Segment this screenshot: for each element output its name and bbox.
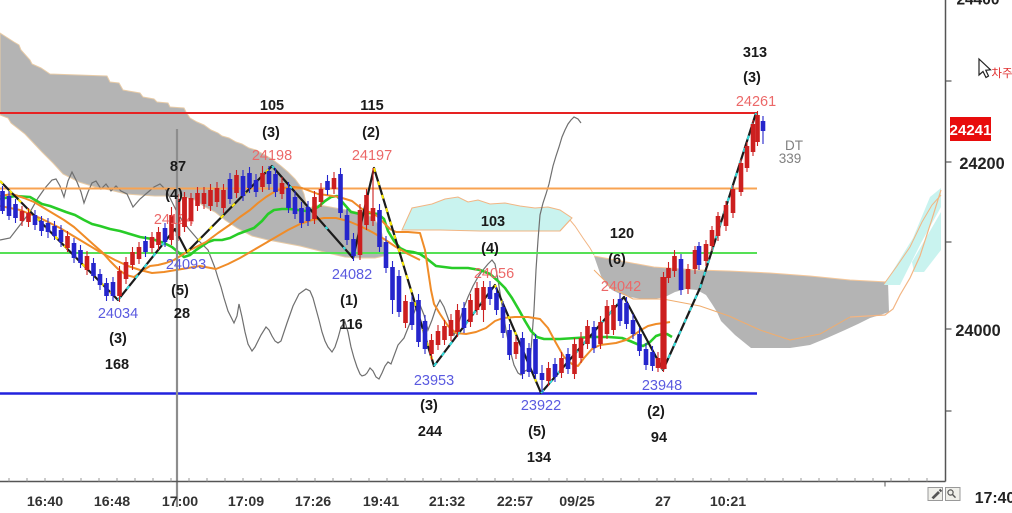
svg-text:(5): (5) bbox=[171, 283, 189, 299]
svg-text:(2): (2) bbox=[647, 404, 665, 420]
svg-text:(2): (2) bbox=[362, 125, 380, 141]
svg-text:(1): (1) bbox=[340, 293, 358, 309]
svg-text:103: 103 bbox=[481, 214, 505, 230]
svg-text:116: 116 bbox=[339, 317, 362, 333]
svg-text:19:41: 19:41 bbox=[363, 494, 399, 510]
svg-text:24034: 24034 bbox=[98, 306, 138, 322]
svg-text:87: 87 bbox=[170, 159, 186, 175]
svg-text:차주: 차주 bbox=[991, 67, 1012, 80]
svg-text:24042: 24042 bbox=[601, 279, 641, 295]
svg-text:134: 134 bbox=[527, 450, 551, 466]
svg-text:24261: 24261 bbox=[736, 94, 776, 110]
svg-text:24124: 24124 bbox=[154, 212, 194, 228]
svg-text:24093: 24093 bbox=[166, 257, 206, 273]
svg-text:313: 313 bbox=[743, 45, 767, 61]
svg-text:24082: 24082 bbox=[332, 267, 372, 283]
svg-text:16:48: 16:48 bbox=[94, 494, 130, 510]
svg-text:24400: 24400 bbox=[956, 0, 999, 9]
svg-text:21:32: 21:32 bbox=[429, 494, 465, 510]
svg-text:DT: DT bbox=[785, 138, 803, 153]
svg-text:16:40: 16:40 bbox=[27, 494, 63, 510]
svg-text:23922: 23922 bbox=[521, 398, 561, 414]
svg-text:22:57: 22:57 bbox=[497, 494, 533, 510]
svg-text:17:09: 17:09 bbox=[228, 494, 264, 510]
svg-text:105: 105 bbox=[260, 98, 284, 114]
svg-text:(4): (4) bbox=[481, 241, 499, 257]
svg-text:10:21: 10:21 bbox=[710, 494, 746, 510]
svg-text:339: 339 bbox=[779, 151, 802, 166]
svg-text:(5): (5) bbox=[528, 424, 546, 440]
svg-text:(6): (6) bbox=[608, 252, 626, 268]
svg-text:24241: 24241 bbox=[950, 122, 992, 139]
svg-text:(3): (3) bbox=[109, 331, 127, 347]
svg-text:(4): (4) bbox=[165, 187, 183, 203]
svg-text:94: 94 bbox=[651, 430, 667, 446]
svg-text:(3): (3) bbox=[420, 398, 438, 414]
svg-text:115: 115 bbox=[360, 98, 383, 114]
svg-text:24197: 24197 bbox=[352, 148, 392, 164]
svg-text:(3): (3) bbox=[743, 70, 761, 86]
svg-text:24056: 24056 bbox=[474, 266, 514, 282]
svg-text:168: 168 bbox=[105, 357, 129, 373]
svg-text:17:40: 17:40 bbox=[975, 490, 1012, 507]
svg-text:23953: 23953 bbox=[414, 373, 454, 389]
svg-text:24000: 24000 bbox=[955, 322, 1000, 340]
svg-text:24198: 24198 bbox=[252, 148, 292, 164]
svg-text:(3): (3) bbox=[262, 125, 280, 141]
svg-text:17:00: 17:00 bbox=[162, 494, 198, 510]
svg-text:17:26: 17:26 bbox=[295, 494, 331, 510]
svg-text:244: 244 bbox=[418, 424, 442, 440]
svg-text:28: 28 bbox=[174, 306, 190, 322]
svg-text:27: 27 bbox=[655, 494, 671, 510]
svg-text:09/25: 09/25 bbox=[559, 494, 595, 510]
svg-text:120: 120 bbox=[610, 226, 634, 242]
svg-text:23948: 23948 bbox=[642, 378, 682, 394]
svg-text:24200: 24200 bbox=[959, 155, 1004, 173]
